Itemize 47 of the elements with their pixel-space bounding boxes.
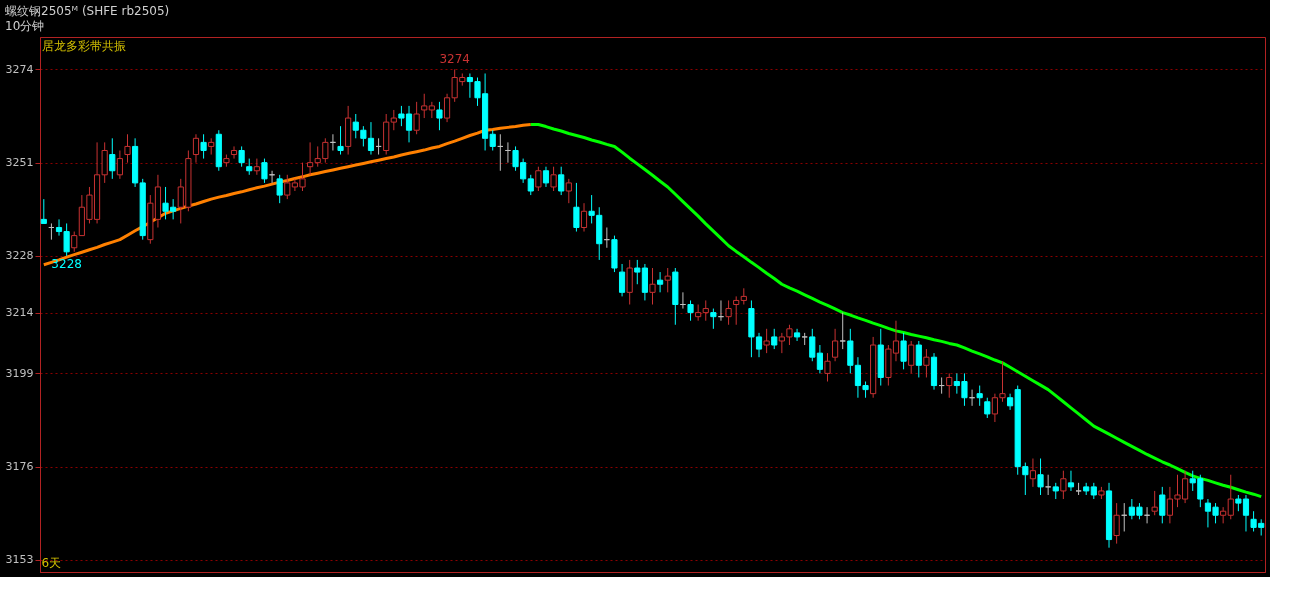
candlestick: [725, 299, 732, 326]
annotation: 3274: [439, 52, 470, 67]
candlestick: [542, 166, 550, 188]
candlestick: [215, 129, 222, 172]
candlestick: [657, 271, 664, 293]
y-tick-label: 3228: [5, 249, 34, 263]
annotation: 6天: [41, 556, 62, 570]
candlestick: [923, 348, 930, 378]
y-tick-label: 3251: [5, 156, 34, 170]
annotation: 3228: [51, 256, 82, 271]
candlestick: [733, 295, 740, 326]
candlestick: [116, 149, 123, 180]
candlestick: [208, 137, 215, 156]
candlestick: [337, 125, 344, 156]
candlestick: [1105, 482, 1113, 549]
y-tick-label: 3274: [5, 62, 34, 76]
candlestick: [1029, 458, 1037, 488]
line-series: [529, 123, 1263, 499]
candlestick: [824, 352, 831, 383]
y-tick-label: 3153: [5, 553, 34, 567]
candlestick: [1067, 470, 1075, 492]
candlestick: [109, 137, 116, 180]
candlestick: [946, 372, 953, 399]
candlestick: [192, 133, 200, 164]
chart-subtitle: 10分钟: [5, 19, 45, 33]
line-series: [42, 123, 533, 267]
candlestick: [832, 328, 839, 362]
candlestick: [649, 267, 656, 305]
candlestick: [124, 133, 131, 164]
candlestick: [573, 182, 580, 233]
candlestick: [200, 133, 207, 160]
candlestick: [580, 202, 588, 233]
candlestick: [238, 145, 245, 168]
candlestick: [793, 328, 801, 342]
candlestick: [345, 105, 352, 156]
annotation: 居龙多彩带共振: [41, 39, 126, 53]
candlestick: [687, 299, 694, 322]
candlestick: [930, 352, 938, 391]
chart-title: 螺纹钢2505ᴹ (SHFE rb2505): [5, 4, 170, 18]
y-tick-label: 3214: [5, 306, 34, 320]
candlestick: [1113, 502, 1120, 545]
y-tick-label: 3199: [5, 366, 34, 380]
candlestick: [702, 299, 709, 322]
candlestick: [618, 263, 626, 297]
candlestick: [230, 145, 238, 160]
candlestick: [877, 328, 884, 387]
y-tick-label: 3176: [5, 460, 34, 474]
